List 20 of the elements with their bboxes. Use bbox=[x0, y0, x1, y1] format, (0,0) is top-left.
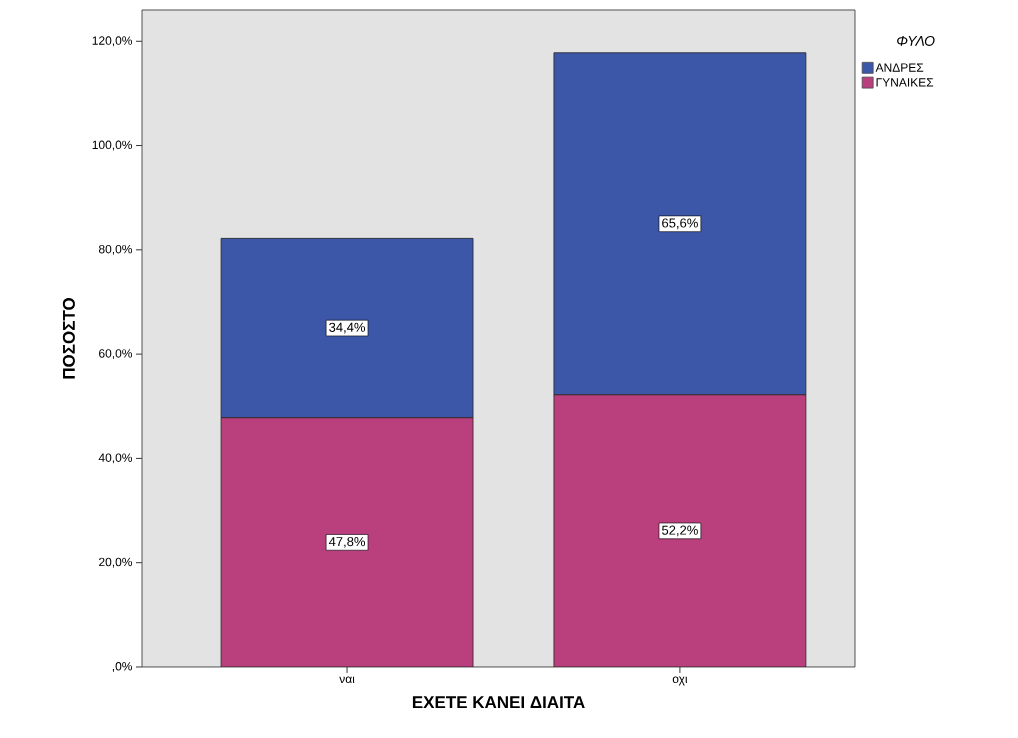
y-tick-label: 40,0% bbox=[98, 453, 133, 464]
legend-title: ΦΥΛΟ bbox=[897, 35, 935, 46]
bar bbox=[553, 394, 807, 667]
legend-label: ΓΥΝΑΙΚΕΣ bbox=[876, 78, 934, 87]
bar bbox=[220, 417, 474, 667]
data-label: 34,4% bbox=[329, 322, 366, 334]
data-label: 65,6% bbox=[662, 218, 698, 230]
data-label: 52,2% bbox=[662, 525, 698, 537]
y-tick-label: 100,0% bbox=[92, 140, 133, 151]
y-tick-label: 120,0% bbox=[92, 36, 133, 47]
y-tick-label: ,0% bbox=[112, 662, 133, 672]
y-tick-label: 20,0% bbox=[99, 557, 133, 568]
data-label: 47,8% bbox=[328, 536, 366, 548]
x-axis-title: ΕΧΕΤΕ ΚΑΝΕΙ ΔΙΑΙΤΑ bbox=[412, 696, 585, 709]
x-tick-label: οχι bbox=[672, 676, 688, 686]
y-tick-label: 60,0% bbox=[99, 349, 133, 360]
legend-label: ΑΝΔΡΕΣ bbox=[875, 63, 924, 72]
y-tick-label: 80,0% bbox=[98, 244, 133, 255]
y-axis-title: ΠΟΣΟΣΤΟ bbox=[62, 297, 75, 379]
x-tick-label: ναι bbox=[339, 676, 355, 684]
